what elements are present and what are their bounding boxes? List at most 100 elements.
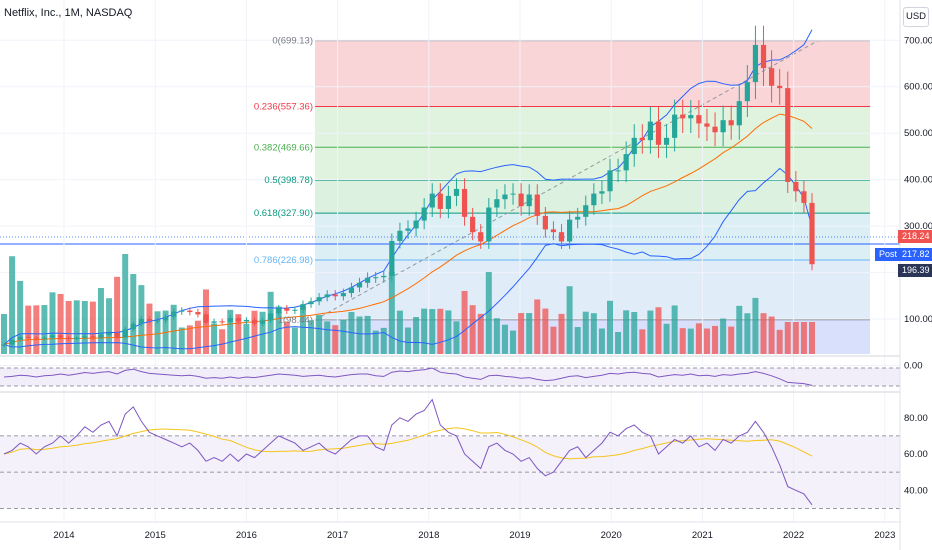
volume-bar [259,311,266,354]
candle [243,317,249,325]
secondary-price-tag: 196.39 [898,264,932,277]
volume-bar [566,286,573,354]
currency-button[interactable]: USD [903,7,929,27]
candle-body [809,202,815,265]
volume-bar [114,276,121,354]
candle [591,183,597,215]
fib-zone-0.382 [315,147,870,181]
candle-body [340,293,346,297]
candle [41,335,47,341]
candle [680,99,686,134]
indicator-band [0,368,900,386]
volume-bar [792,322,799,354]
candle [316,293,322,306]
candle-body [405,228,411,231]
volume-bar [413,317,420,354]
candle-body [66,337,72,340]
volume-bar [655,307,662,354]
volume-bar [49,292,56,354]
candle [138,316,144,327]
candle [413,211,419,237]
candle-body [154,320,161,322]
candle-body [728,120,734,126]
candle-body [179,310,185,312]
candle [510,183,516,205]
candle-body [752,44,759,83]
candle-body [292,309,298,311]
candle-body [106,332,112,335]
candle-body [74,337,80,340]
volume-bar [485,272,492,354]
candle [502,184,508,210]
candle-body [663,137,670,145]
price-tick-label: 300.00 [904,221,932,232]
fib-zone-0 [315,40,870,107]
candle-body [599,191,605,194]
candle-body [268,313,274,321]
candle [57,333,64,340]
volume-bar [776,329,783,354]
candle-body [41,337,47,339]
candle-body [793,181,799,192]
candle-body [567,219,573,242]
volume-bar [469,305,476,354]
candle [122,327,128,340]
fib-label-0.382: 0.382(469.66) [254,142,313,153]
candle-body [575,216,581,220]
volume-bar [106,298,113,354]
volume-bar [429,309,436,354]
candle [639,124,645,154]
candle-body [421,207,427,221]
candle-body [445,195,451,209]
candle-body [348,287,355,294]
candle-body [130,323,136,330]
volume-bar [186,325,193,354]
volume-bars [1,254,815,354]
candle [655,106,662,159]
volume-bar [582,311,589,354]
candle-body [373,277,379,279]
volume-bar [291,327,298,354]
volume-bar [65,301,72,354]
volume-bar [122,254,129,354]
candle [534,184,540,225]
candle [130,321,136,332]
candle [146,316,153,324]
candle-body [736,101,742,126]
candle [284,304,290,314]
candle [405,220,411,239]
candle [526,184,532,216]
volume-bar [736,305,743,354]
candle [389,233,395,282]
volume-bar [130,274,137,354]
candle [268,310,274,324]
candle-body [389,240,395,276]
volume-bar [194,320,201,354]
candle [33,335,39,341]
volume-bar [760,313,767,354]
time-tick-label: 2015 [145,530,166,541]
volume-bar [1,314,7,354]
candle [203,311,209,326]
candle-body [227,318,233,322]
volume-bar [57,294,64,354]
candle-body [688,115,694,119]
candle [292,306,298,314]
volume-bar [526,313,533,354]
volume-bar [308,320,315,354]
candle [25,334,31,340]
time-tick-label: 2020 [601,530,622,541]
volume-bar [388,272,395,354]
time-tick-label: 2019 [509,530,530,541]
candle-body [284,308,290,311]
candle-body [558,232,565,242]
candle-body [122,329,128,338]
candle-body [744,82,750,102]
candle [558,224,565,249]
candle-body [332,294,338,297]
rsi-tick-label: 40.00 [904,485,928,496]
candle-body [655,121,662,145]
candle-body [251,319,258,324]
volume-bar [33,305,40,354]
